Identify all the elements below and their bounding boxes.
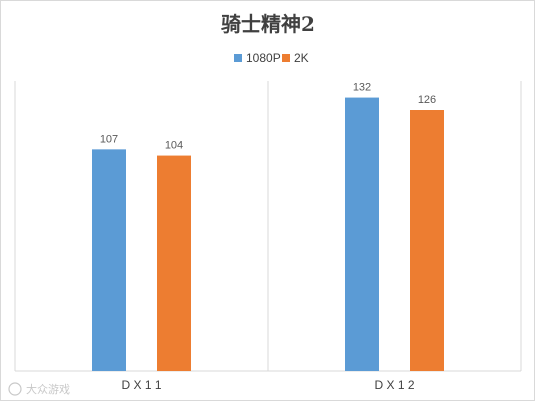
bar-1080P-1 <box>345 97 379 372</box>
legend-label-1: 2K <box>294 51 309 65</box>
bar-1080P-0 <box>92 149 126 371</box>
watermark: 大众游戏 <box>8 382 70 396</box>
data-label: 107 <box>100 133 118 145</box>
data-label: 126 <box>418 94 436 106</box>
chart-title: 骑士精神2 <box>221 12 315 36</box>
plot-area: 107 104 D X 1 1 132 126 D X 1 2 <box>14 81 522 392</box>
x-tick-label: D X 1 1 <box>121 378 161 392</box>
watermark-text: 大众游戏 <box>26 382 70 396</box>
legend-swatch-1 <box>282 54 290 62</box>
bar-2K-0 <box>157 155 191 371</box>
data-label: 104 <box>165 140 183 152</box>
watermark-logo-icon <box>8 382 22 396</box>
legend: 1080P 2K <box>234 51 309 65</box>
x-tick-label: D X 1 2 <box>374 378 414 392</box>
legend-swatch-0 <box>234 54 242 62</box>
legend-label-0: 1080P <box>246 51 281 65</box>
data-label: 132 <box>353 82 371 94</box>
bar-2K-1 <box>410 110 444 371</box>
